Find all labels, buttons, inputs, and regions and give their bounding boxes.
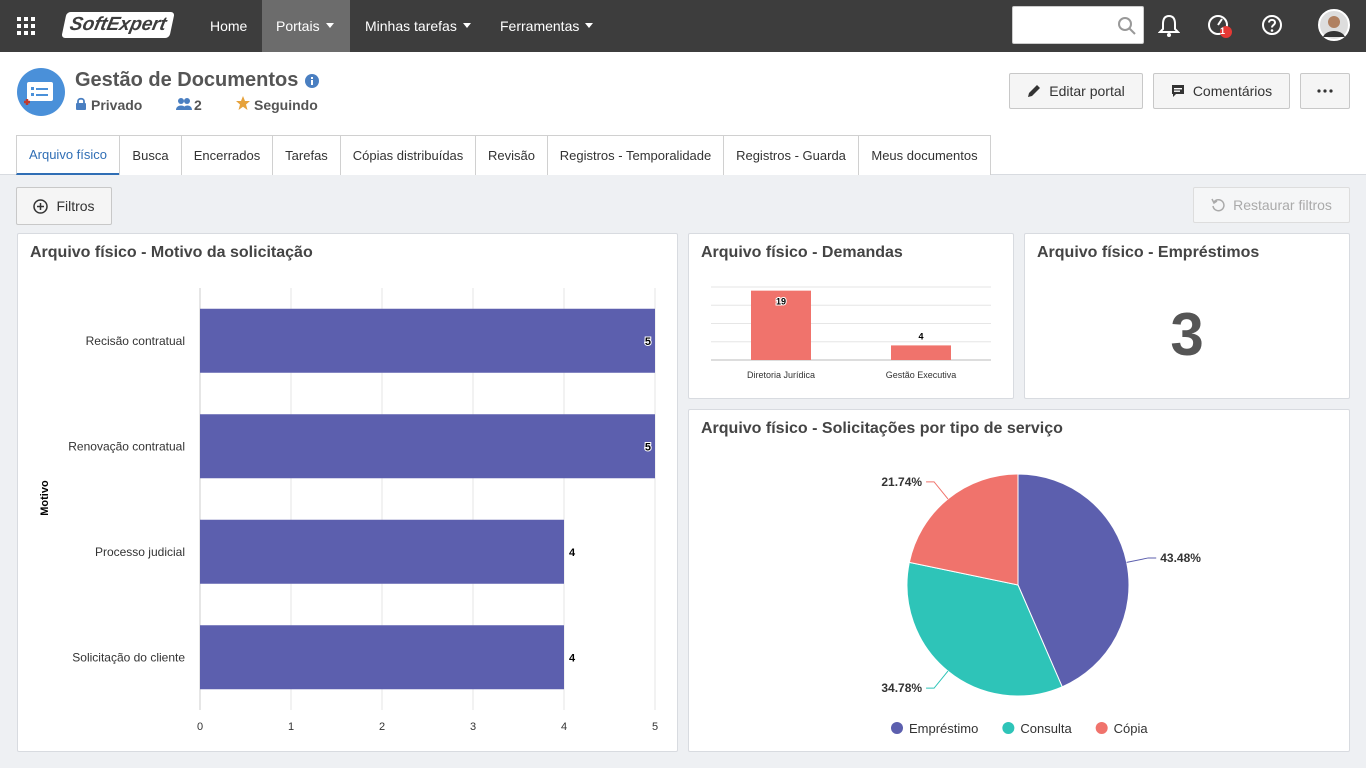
- nav-item[interactable]: Minhas tarefas: [351, 0, 485, 52]
- search-icon: [1118, 17, 1136, 35]
- chart-panel: Arquivo físico - Solicitações por tipo d…: [688, 409, 1350, 752]
- reset-filters-button[interactable]: Restaurar filtros: [1193, 187, 1350, 223]
- nav-label: Ferramentas: [500, 18, 580, 34]
- panel-title: Arquivo físico - Demandas: [701, 244, 903, 261]
- brand-logo[interactable]: SoftExpert: [61, 12, 175, 38]
- button-label: Restaurar filtros: [1233, 197, 1332, 213]
- nav-item[interactable]: Home: [210, 18, 248, 34]
- chart-panel: Arquivo físico - Motivo da solicitação: [17, 233, 678, 752]
- portal-icon: [17, 68, 65, 116]
- tab[interactable]: Busca: [119, 135, 182, 175]
- privacy-label: Privado: [91, 97, 143, 113]
- members-count[interactable]: 2: [194, 97, 202, 113]
- notification-badge: 1: [1220, 26, 1226, 36]
- button-label: Comentários: [1192, 83, 1273, 99]
- nav-item[interactable]: Portais: [262, 0, 350, 52]
- tab[interactable]: Registros - Temporalidade: [547, 135, 724, 175]
- panel-title: Arquivo físico - Motivo da solicitação: [30, 244, 313, 261]
- tab[interactable]: Meus documentos: [858, 135, 991, 175]
- nav-item[interactable]: Ferramentas: [486, 0, 607, 52]
- top-bar: SoftExpert Home Portais Minhas tarefas F…: [0, 0, 1366, 52]
- star-icon: [236, 96, 250, 110]
- chart-panel: Arquivo físico - Demandas: [688, 233, 1014, 399]
- button-label: Editar portal: [1049, 83, 1125, 99]
- pencil-icon: [1028, 85, 1041, 97]
- kpi-value: 3: [1170, 301, 1204, 368]
- kpi-panel: Arquivo físico - Empréstimos 3: [1024, 233, 1350, 399]
- lock-icon: [76, 97, 86, 110]
- nav-label: Minhas tarefas: [365, 18, 457, 34]
- help-icon[interactable]: [1261, 14, 1283, 36]
- apps-icon[interactable]: [16, 16, 36, 36]
- reset-icon: [1211, 198, 1225, 212]
- follow-label[interactable]: Seguindo: [254, 97, 318, 113]
- avatar[interactable]: [1318, 9, 1350, 41]
- panel-title: Arquivo físico - Empréstimos: [1037, 244, 1260, 261]
- bell-icon[interactable]: [1158, 14, 1180, 38]
- comment-icon: [1171, 85, 1184, 97]
- tab[interactable]: Revisão: [475, 135, 548, 175]
- members-icon: [176, 98, 192, 110]
- comments-button[interactable]: Comentários: [1153, 73, 1290, 109]
- activity-icon[interactable]: [1207, 13, 1237, 41]
- search-box[interactable]: [1012, 6, 1144, 44]
- button-label: Filtros: [56, 198, 95, 214]
- dots-icon: [1317, 89, 1333, 93]
- tab[interactable]: Cópias distribuídas: [340, 135, 476, 175]
- more-button[interactable]: [1300, 73, 1350, 109]
- tab[interactable]: Arquivo físico: [16, 135, 120, 175]
- edit-portal-button[interactable]: Editar portal: [1009, 73, 1143, 109]
- plus-icon: [33, 198, 49, 214]
- filters-button[interactable]: Filtros: [16, 187, 112, 225]
- info-icon[interactable]: [305, 74, 319, 88]
- tab[interactable]: Encerrados: [181, 135, 273, 175]
- tab[interactable]: Registros - Guarda: [723, 135, 859, 175]
- panel-title: Arquivo físico - Solicitações por tipo d…: [701, 420, 1063, 437]
- portal-title: Gestão de Documentos: [75, 69, 299, 91]
- tab[interactable]: Tarefas: [272, 135, 341, 175]
- nav-label: Portais: [276, 18, 320, 34]
